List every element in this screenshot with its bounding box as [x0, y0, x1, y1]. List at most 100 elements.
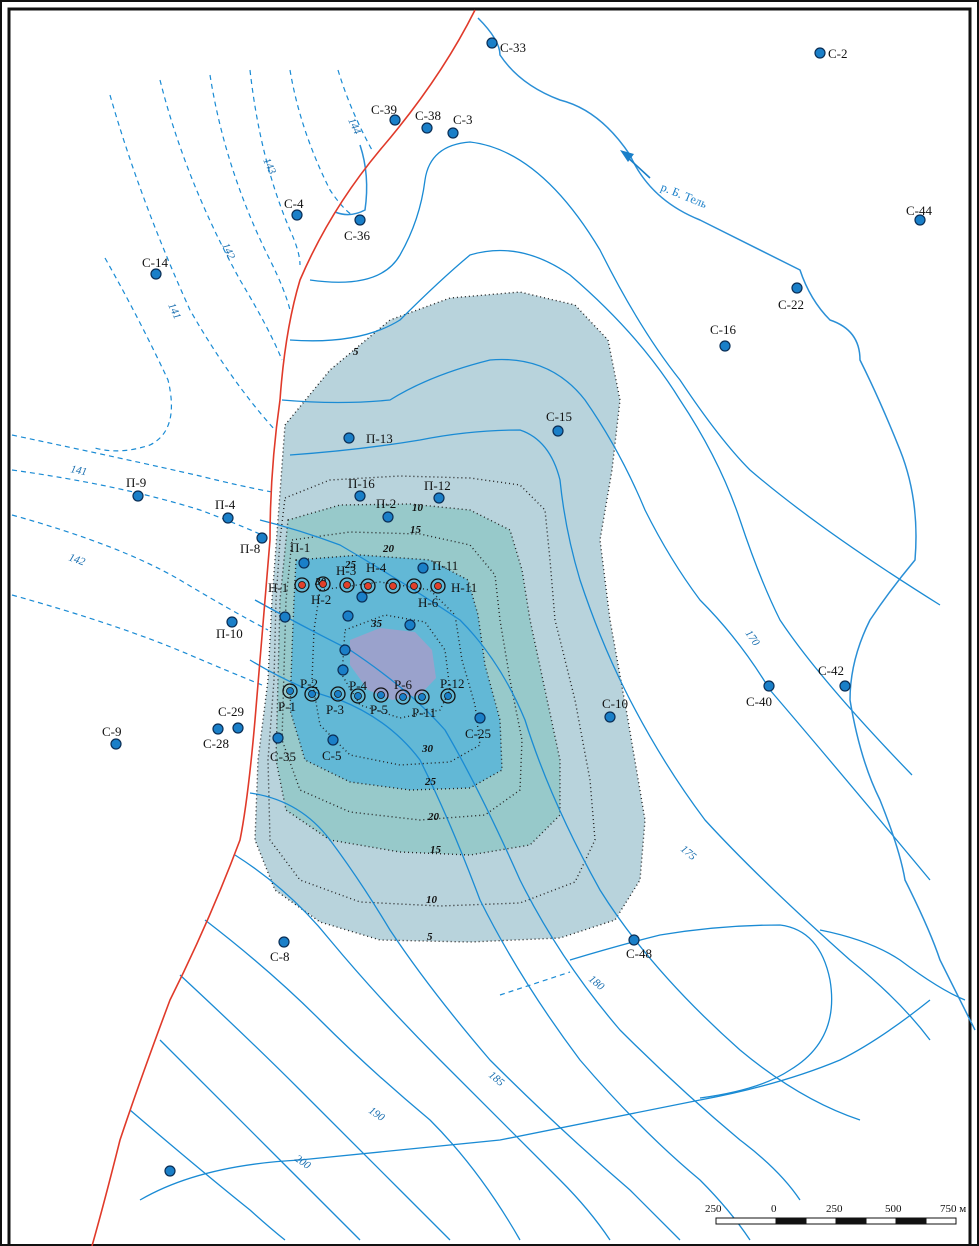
well-r11: [418, 693, 426, 701]
well-label: Р-2: [300, 676, 318, 691]
well-label: Н-2: [311, 592, 331, 607]
well-label: Р-12: [440, 676, 465, 691]
well-c38: [421, 122, 433, 134]
isoline-solid-10: [204, 919, 521, 1241]
well-label: П-10: [216, 626, 243, 641]
well-h3-ring: [339, 577, 355, 593]
isoline-dashed-7: [94, 257, 172, 452]
well-p16: [354, 490, 366, 502]
well-c35: [272, 732, 284, 744]
isoline-solid-1: [309, 141, 941, 606]
isoline-label: 141: [165, 301, 183, 321]
well-label: П-4: [215, 497, 236, 512]
well-r6: [399, 693, 407, 701]
well-r2: [308, 690, 316, 698]
well-h4: [389, 582, 397, 590]
well-h1-ring: [294, 577, 310, 593]
well-c44: [914, 214, 926, 226]
well-c48: [628, 934, 640, 946]
scale-segment: [835, 1217, 867, 1225]
well-unlabeled: [356, 591, 368, 603]
isoline-label: 141: [69, 463, 88, 478]
well-label: Р-6: [394, 677, 413, 692]
map-inner-frame: [7, 7, 972, 1246]
well-h3b: [364, 582, 372, 590]
well-label: С-40: [746, 694, 772, 709]
scale-segment: [895, 1217, 927, 1225]
well-r3: [334, 690, 342, 698]
well-label: Р-1: [278, 699, 296, 714]
well-label: П-12: [424, 478, 451, 493]
well-h2-ring: [315, 576, 331, 592]
scale-bar: 250 0 250 500 750 м: [705, 1203, 966, 1225]
isoline-solid-2: [289, 249, 913, 776]
well-c3: [447, 127, 459, 139]
isoline-label: 143: [260, 156, 278, 176]
well-label: С-38: [415, 108, 441, 123]
isoline-dashed-10: [11, 514, 269, 631]
isoline-solid-6: [254, 599, 801, 1201]
well-h6-ring: [406, 578, 422, 594]
well-h4-ring: [385, 578, 401, 594]
isoline-dashed-1: [337, 69, 373, 151]
zone-label: 35: [370, 618, 383, 630]
well-c2: [814, 47, 826, 59]
well-label: С-39: [371, 102, 397, 117]
zone-label: 20: [382, 543, 395, 555]
well-label: П-8: [240, 541, 260, 556]
zone-label: 10: [412, 502, 424, 514]
well-r4-ring: [350, 688, 366, 704]
well-label: С-42: [818, 663, 844, 678]
well-c10: [604, 711, 616, 723]
well-label: Н-3: [336, 563, 356, 578]
well-p4: [222, 512, 234, 524]
well-label: Р-4: [349, 678, 368, 693]
zone-labels: 5 10 15 20 25 30 35 30 25 20 15 10 5: [314, 346, 442, 943]
river-line: [477, 17, 976, 1031]
well-c5: [327, 734, 339, 746]
well-label: Н-11: [451, 580, 477, 595]
scale-tick-label: 0: [771, 1203, 777, 1215]
river: [334, 17, 976, 1031]
well-c25: [474, 712, 486, 724]
isoline-label: 144: [345, 116, 363, 136]
isoline-label: 190: [366, 1105, 387, 1125]
well-c39: [389, 114, 401, 126]
isoline-dashed-6: [109, 94, 276, 431]
well-c14: [150, 268, 162, 280]
well-label: С-9: [102, 724, 122, 739]
well-r2-ring: [304, 686, 320, 702]
scale-tick-label: 500: [885, 1203, 902, 1215]
well-p9: [132, 490, 144, 502]
isoline-label: 170: [743, 628, 763, 649]
isoline-dashed-11: [11, 594, 263, 686]
well-unlabeled: [279, 611, 291, 623]
well-p12: [433, 492, 445, 504]
well-h1: [298, 581, 306, 589]
well-label: С-28: [203, 736, 229, 751]
well-c8: [278, 936, 290, 948]
scale-segment: [865, 1217, 897, 1225]
zone-label: 15: [410, 524, 422, 536]
zone-label: 15: [430, 844, 442, 856]
zone-label: 20: [427, 811, 440, 823]
well-label: С-33: [500, 40, 526, 55]
well-p11: [417, 562, 429, 574]
scale-segment: [715, 1217, 777, 1225]
well-p2: [382, 511, 394, 523]
zone-label: 30: [421, 743, 434, 755]
well-r1: [286, 687, 294, 695]
well-p1: [298, 557, 310, 569]
well-p10: [226, 616, 238, 628]
isoline-solid-8: [249, 792, 681, 1241]
well-h2: [319, 580, 327, 588]
well-label: С-5: [322, 748, 342, 763]
well-h11: [434, 582, 442, 590]
well-label: П-9: [126, 475, 146, 490]
well-label: Р-3: [326, 702, 344, 717]
well-label: С-25: [465, 726, 491, 741]
well-r4: [354, 692, 362, 700]
well-label: С-10: [602, 696, 628, 711]
well-r1-ring: [282, 683, 298, 699]
